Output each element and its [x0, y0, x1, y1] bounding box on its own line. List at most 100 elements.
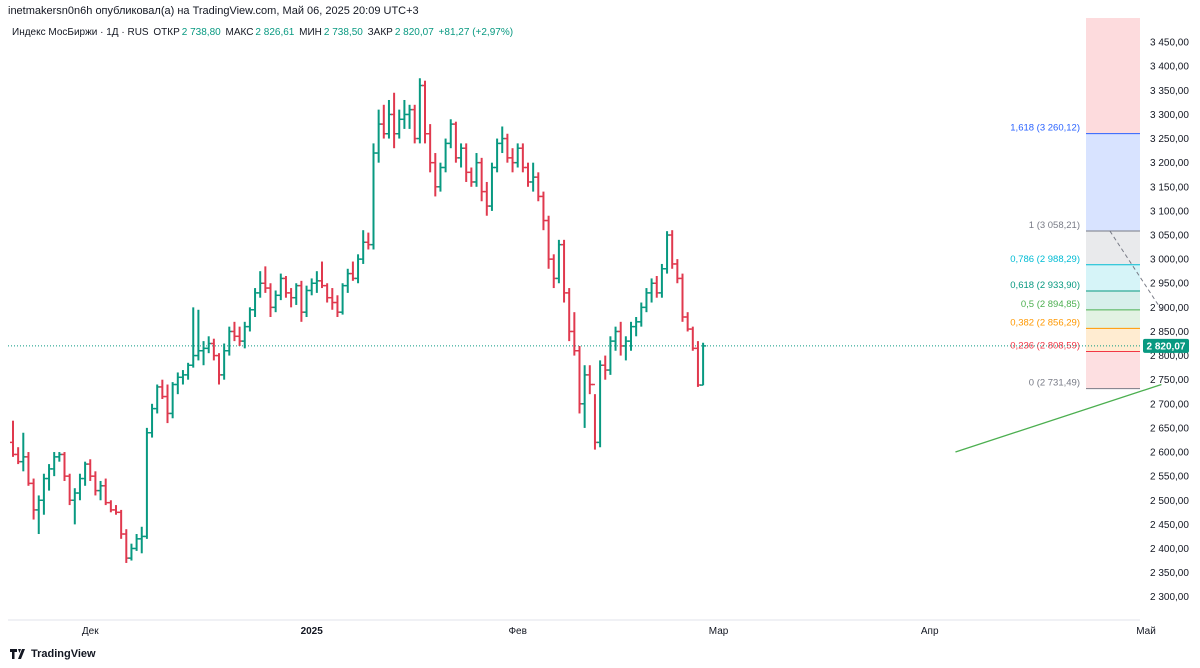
fib-zone	[1086, 291, 1140, 310]
ohlc-bar	[329, 288, 336, 310]
ohlc-bar	[597, 360, 604, 448]
ohlc-bar	[30, 478, 37, 520]
ohlc-bar	[205, 336, 212, 354]
ohlc-bar	[442, 138, 449, 173]
ohlc-bar	[581, 365, 588, 428]
ohlc-bar	[246, 307, 253, 332]
ohlc-bar	[694, 341, 701, 387]
x-tick-label: Апр	[921, 626, 939, 637]
ohlc-bar	[478, 157, 485, 202]
ohlc-bar	[293, 283, 300, 305]
y-tick-label: 3 250,00	[1150, 134, 1189, 145]
open-value: 2 738,80	[181, 27, 221, 38]
ohlc-bar	[66, 473, 73, 506]
ohlc-bar	[628, 321, 634, 351]
fib-zone	[1086, 231, 1140, 265]
ohlc-bar	[25, 452, 32, 486]
ohlc-bar	[622, 336, 629, 361]
y-tick-label: 3 400,00	[1150, 62, 1189, 73]
ohlc-bar	[324, 283, 331, 303]
ohlc-bar	[633, 317, 640, 337]
ohlc-bar	[133, 534, 140, 551]
last-price-tag	[1143, 338, 1189, 353]
ohlc-bar	[422, 80, 428, 144]
ohlc-bar	[700, 342, 707, 386]
ohlc-bar	[658, 263, 665, 298]
ohlc-bar	[349, 261, 356, 281]
ohlc-bar	[411, 104, 418, 144]
ohlc-bar	[396, 109, 403, 139]
ohlc-bar	[499, 126, 506, 154]
ohlc-bar	[179, 370, 186, 385]
ohlc-bar	[200, 341, 207, 366]
y-tick-label: 3 000,00	[1150, 255, 1189, 266]
y-tick-label: 2 950,00	[1150, 279, 1189, 290]
trendline	[955, 383, 1162, 453]
ohlc-bar	[679, 273, 686, 322]
ohlc-bar	[159, 379, 166, 399]
fib-zone	[1086, 309, 1140, 329]
y-tick-label: 3 050,00	[1150, 231, 1189, 242]
ohlc-bar	[46, 464, 53, 491]
ohlc-bar	[525, 162, 531, 187]
ohlc-bar	[545, 215, 552, 269]
ohlc-bar	[154, 384, 161, 414]
ohlc-bar	[334, 295, 341, 317]
y-tick-label: 3 150,00	[1150, 182, 1189, 193]
ohlc-bar	[648, 278, 655, 303]
y-tick-label: 2 450,00	[1150, 520, 1189, 531]
y-tick-label: 3 300,00	[1150, 110, 1189, 121]
ohlc-bar	[298, 280, 305, 322]
fib-zone	[1086, 328, 1140, 352]
tradingview-brand: TradingView	[31, 648, 96, 660]
ohlc-bar	[360, 230, 367, 264]
ohlc-bar	[576, 345, 583, 414]
fib-zone	[1086, 18, 1140, 134]
ohlc-bar	[164, 384, 171, 424]
close-value: 2 820,07	[394, 27, 434, 38]
ohlc-bar	[571, 312, 578, 356]
fib-level-label: 1,618 (3 260,12)	[1010, 123, 1080, 134]
fib-level-label: 0,382 (2 856,29)	[1010, 317, 1080, 328]
y-tick-label: 2 900,00	[1150, 303, 1189, 314]
ohlc-bar	[504, 133, 511, 163]
ohlc-bar	[437, 162, 444, 192]
ohlc-bar	[221, 343, 228, 380]
ohlc-bar	[653, 276, 660, 298]
ohlc-bar	[185, 362, 192, 380]
ohlc-bar	[385, 99, 392, 139]
fib-level-label: 0 (2 731,49)	[1029, 378, 1080, 389]
fib-zone	[1086, 351, 1140, 389]
ohlc-bar	[76, 473, 83, 501]
ohlc-bar	[555, 239, 562, 284]
x-tick-label: Мар	[709, 626, 729, 637]
x-tick-label: Май	[1136, 626, 1156, 637]
ohlc-bar	[530, 162, 537, 192]
fib-trend-line	[1109, 230, 1162, 311]
ohlc-bar	[602, 355, 609, 380]
y-tick-label: 2 800,00	[1150, 351, 1189, 362]
x-tick-label: Дек	[82, 626, 99, 637]
ohlc-bar	[447, 119, 454, 149]
ohlc-bar	[313, 271, 320, 293]
ohlc-bar	[452, 121, 459, 163]
ohlc-bar	[339, 283, 346, 315]
ohlc-bar	[92, 471, 99, 496]
ohlc-bar	[143, 427, 150, 539]
publish-info: inetmakersn0n6h опубликовал(а) на Tradin…	[8, 5, 419, 17]
ohlc-bar	[643, 288, 650, 313]
ohlc-bar	[391, 92, 398, 149]
y-tick-label: 2 600,00	[1150, 448, 1189, 459]
y-tick-label: 2 500,00	[1150, 496, 1189, 507]
y-tick-label: 2 650,00	[1150, 423, 1189, 434]
ohlc-bar	[128, 543, 135, 561]
ohlc-bar	[509, 148, 516, 173]
ohlc-bar	[190, 307, 197, 368]
high-value: 2 826,61	[255, 27, 295, 38]
y-tick-label: 2 350,00	[1150, 568, 1189, 579]
ohlc-bar	[617, 321, 624, 356]
ohlc-bar	[216, 353, 222, 385]
y-tick-label: 2 750,00	[1150, 375, 1189, 386]
y-tick-label: 3 350,00	[1150, 86, 1189, 97]
